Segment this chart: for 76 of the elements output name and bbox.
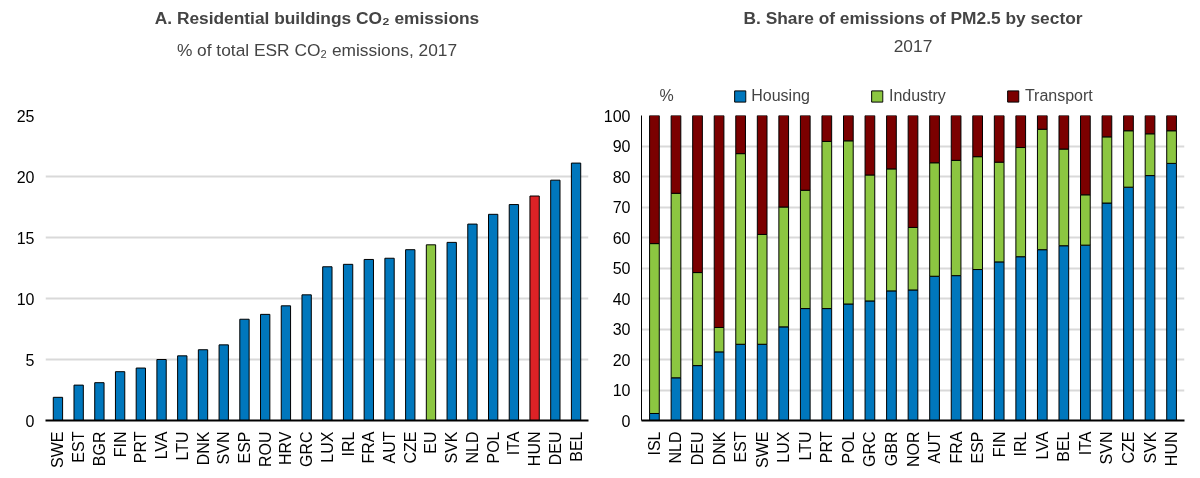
x-tick-label: HUN <box>1163 431 1181 467</box>
x-tick-label: DNK <box>194 431 212 466</box>
x-tick-label: GRC <box>861 431 879 468</box>
x-tick-label: DNK <box>710 431 728 466</box>
x-tick-label: ESP <box>235 431 253 464</box>
x-tick-label: AUT <box>381 431 399 464</box>
y-tick-label: 50 <box>612 260 631 277</box>
chart-subtitle: 2017 <box>893 35 933 56</box>
y-tick-label: 5 <box>25 351 35 369</box>
y-tick-label: 40 <box>612 290 631 308</box>
x-tick-label: HUN <box>526 431 544 467</box>
x-tick-label: SVN <box>215 431 233 465</box>
x-tick-label: SVK <box>1141 431 1159 464</box>
x-tick-label: SWE <box>49 431 67 468</box>
y-tick-label: 10 <box>16 290 35 308</box>
y-tick-label: 10 <box>612 382 631 399</box>
y-tick-label: 0 <box>25 412 35 430</box>
x-tick-label: DEU <box>546 431 564 466</box>
y-tick-label: 60 <box>612 229 631 247</box>
x-tick-label: LTU <box>173 431 191 461</box>
x-tick-label: DEU <box>689 431 707 466</box>
y-tick-label: 100 <box>603 107 631 125</box>
y-tick-label: 0 <box>621 412 631 430</box>
x-tick-label: NLD <box>463 431 481 464</box>
x-tick-label: FIN <box>111 431 129 458</box>
x-tick-label: NLD <box>667 431 685 464</box>
x-tick-label: AUT <box>926 431 944 464</box>
chart-title: A. Residential buildings CO₂ emissions <box>154 7 480 28</box>
x-tick-label: EST <box>732 431 750 463</box>
x-tick-label: ROU <box>256 431 274 468</box>
x-tick-label: POL <box>839 431 857 464</box>
y-tick-label: 90 <box>612 138 631 155</box>
legend-label: Industry <box>888 87 946 105</box>
x-tick-label: GRC <box>298 431 316 468</box>
x-tick-label: POL <box>484 431 502 464</box>
x-tick-label: LUX <box>318 431 336 463</box>
y-tick-label: 15 <box>16 229 35 247</box>
y-tick-label: 70 <box>612 199 631 216</box>
x-tick-label: HRV <box>277 431 295 465</box>
x-tick-label: LVA <box>153 431 171 460</box>
y-tick-label: 20 <box>612 351 631 369</box>
x-tick-label: ESP <box>969 431 987 464</box>
x-tick-label: SWE <box>753 431 771 468</box>
x-tick-label: SVN <box>1098 431 1116 465</box>
legend-label: Housing <box>751 87 810 105</box>
x-tick-label: BEL <box>567 431 585 462</box>
x-tick-label: ITA <box>505 431 523 456</box>
x-tick-label: BGR <box>90 431 108 467</box>
x-tick-label: IRL <box>339 431 357 457</box>
x-tick-label: CZE <box>1119 431 1137 464</box>
x-tick-label: FIN <box>990 431 1008 458</box>
y-tick-label: 30 <box>612 321 631 338</box>
y-tick-label: 80 <box>612 168 631 186</box>
x-tick-label: EU <box>422 431 440 454</box>
x-tick-label: EST <box>70 431 88 463</box>
x-tick-label: LTU <box>796 431 814 461</box>
x-tick-label: PRT <box>132 431 150 464</box>
chart-title: B. Share of emissions of PM2.5 by sector <box>743 7 1083 28</box>
x-tick-label: BEL <box>1055 431 1073 462</box>
chart-subtitle: % of total ESR CO₂ emissions, 2017 <box>176 39 458 60</box>
y-axis-title: % <box>659 86 674 104</box>
x-tick-label: LUX <box>775 431 793 463</box>
x-tick-label: FRA <box>947 431 965 464</box>
x-tick-label: PRT <box>818 431 836 464</box>
x-tick-label: ITA <box>1076 431 1094 456</box>
y-tick-label: 20 <box>16 168 35 186</box>
x-tick-label: CZE <box>401 431 419 464</box>
x-tick-label: IRL <box>1012 431 1030 457</box>
x-tick-label: GBR <box>882 431 900 467</box>
x-tick-label: FRA <box>360 431 378 464</box>
legend-label: Transport <box>1024 87 1093 105</box>
x-tick-label: NOR <box>904 431 922 468</box>
x-tick-label: SVK <box>443 431 461 464</box>
x-tick-label: LVA <box>1033 431 1051 460</box>
y-tick-label: 25 <box>16 107 35 125</box>
x-tick-label: ISL <box>645 431 663 456</box>
